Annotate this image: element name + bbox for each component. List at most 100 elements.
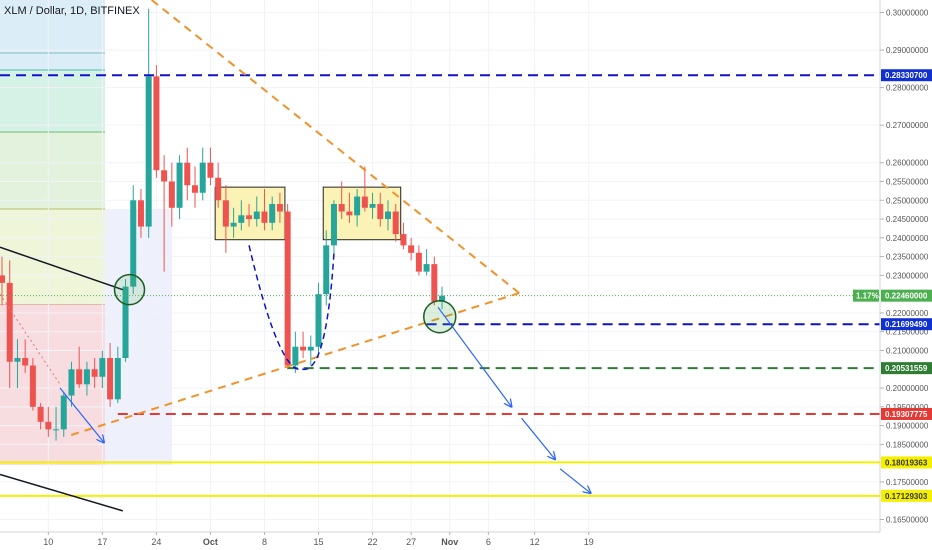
candle-up bbox=[423, 264, 430, 272]
price-badge-label: 0.20531559 bbox=[885, 364, 928, 373]
candle-down bbox=[222, 200, 229, 227]
price-badge-yellow bbox=[881, 489, 932, 502]
time-tick-label: 19 bbox=[584, 537, 594, 547]
price-tick-label: 0.30000000 bbox=[886, 9, 929, 18]
position-entry-line bbox=[0, 293, 61, 385]
price-axis[interactable]: 0.30000000 0.29000000 0.28000000 0.27000000… bbox=[853, 0, 932, 550]
price-badge-label: 0.21699490 bbox=[885, 320, 928, 329]
price-badge-green bbox=[881, 362, 932, 375]
time-tick-label: Oct bbox=[203, 537, 218, 547]
candle-down bbox=[246, 215, 253, 220]
candle-up bbox=[385, 211, 391, 220]
candle-up bbox=[238, 215, 245, 223]
price-tick-label: 0.21500000 bbox=[886, 328, 929, 337]
price-badge-blue bbox=[881, 318, 932, 331]
position-loss-zone bbox=[0, 305, 105, 465]
candle-down bbox=[192, 185, 198, 193]
fib-zone-1 bbox=[0, 0, 105, 70]
price-tick-label: 0.19000000 bbox=[886, 422, 929, 431]
candle-up bbox=[330, 204, 337, 246]
candle-down bbox=[284, 211, 291, 366]
price-badge-label: 0.18019363 bbox=[885, 458, 928, 467]
candle-up bbox=[99, 358, 106, 377]
candles-layer bbox=[0, 8, 446, 441]
candle-down bbox=[361, 196, 368, 208]
candle-down bbox=[0, 275, 5, 283]
candle-down bbox=[107, 358, 114, 400]
price-tick-label: 0.26000000 bbox=[886, 159, 929, 168]
price-tick-label: 0.25500000 bbox=[886, 178, 929, 187]
time-tick-label: 8 bbox=[262, 537, 267, 547]
price-tick-label: 0.28000000 bbox=[886, 84, 929, 93]
price-badge-label: 0.17129303 bbox=[885, 492, 928, 501]
time-tick-label: 17 bbox=[97, 537, 107, 547]
price-tick-label: 0.24500000 bbox=[886, 215, 929, 224]
price-tick-label: 0.16500000 bbox=[886, 515, 929, 524]
time-axis[interactable]: 10 17 24 Oct 8 15 22 27 Nov 6 12 19 bbox=[0, 531, 880, 550]
price-badge-label: 0.28330700 bbox=[885, 71, 928, 80]
candle-down bbox=[22, 358, 29, 366]
price-tick-label: 0.24000000 bbox=[886, 234, 929, 243]
fib-zone-3 bbox=[0, 132, 105, 209]
candle-up bbox=[292, 346, 299, 366]
time-tick-label: 22 bbox=[368, 537, 378, 547]
drawings-layer bbox=[0, 0, 880, 512]
candle-down bbox=[168, 181, 175, 208]
candle-down bbox=[215, 177, 222, 201]
price-tick-label: 0.23500000 bbox=[886, 253, 929, 262]
time-axis-bg bbox=[0, 532, 880, 550]
price-tick-label: 0.21000000 bbox=[886, 346, 929, 355]
candle-up bbox=[114, 358, 121, 400]
candle-down bbox=[338, 204, 345, 212]
time-tick-label: 15 bbox=[314, 537, 324, 547]
candle-up bbox=[439, 295, 446, 302]
candle-down bbox=[346, 211, 353, 216]
candle-down bbox=[415, 252, 422, 272]
breakdown-circle bbox=[423, 299, 457, 334]
candle-down bbox=[377, 204, 384, 220]
time-tick-label: 27 bbox=[406, 537, 416, 547]
price-tick-label: 0.29000000 bbox=[886, 46, 929, 55]
candle-up bbox=[60, 395, 67, 430]
candle-down bbox=[431, 264, 438, 302]
candle-up bbox=[269, 204, 276, 223]
percent-change-label: 1.17% bbox=[856, 292, 879, 301]
candle-down bbox=[76, 369, 83, 385]
candle-up bbox=[68, 369, 75, 396]
price-tick-label: 0.20000000 bbox=[886, 384, 929, 393]
price-tick-label: 0.17500000 bbox=[886, 478, 929, 487]
time-tick-label: 6 bbox=[486, 537, 491, 547]
price-badge-label: 0.19307775 bbox=[885, 410, 928, 419]
down-arrow-left bbox=[59, 387, 104, 442]
channel-lower-line bbox=[0, 473, 124, 512]
projection-arrow-1 bbox=[437, 306, 511, 407]
candle-up bbox=[307, 346, 314, 351]
price-tick-label: 0.25000000 bbox=[886, 196, 929, 205]
candle-down bbox=[153, 76, 160, 171]
price-tick-label: 0.18500000 bbox=[886, 440, 929, 449]
candle-down bbox=[184, 162, 191, 186]
breakout-circle bbox=[113, 273, 146, 306]
candle-down bbox=[276, 204, 283, 212]
cup-pattern-curve bbox=[248, 245, 335, 371]
position-range-zone bbox=[105, 209, 172, 465]
candle-up bbox=[83, 369, 90, 385]
triangle-upper-line bbox=[151, 0, 520, 294]
candle-down bbox=[137, 200, 144, 227]
candle-down bbox=[207, 162, 214, 178]
candle-up bbox=[14, 358, 21, 362]
percent-change-badge bbox=[853, 289, 879, 302]
candle-down bbox=[6, 282, 13, 362]
projection-arrow-2 bbox=[521, 417, 556, 459]
candle-up bbox=[145, 76, 152, 227]
price-tick-label: 0.19500000 bbox=[886, 403, 929, 412]
candle-up bbox=[176, 162, 183, 208]
candle-up bbox=[230, 222, 237, 227]
candle-up bbox=[53, 429, 60, 431]
candle-down bbox=[91, 369, 98, 377]
price-tick-label: 0.27000000 bbox=[886, 121, 929, 130]
candle-down bbox=[45, 421, 52, 430]
candle-down bbox=[37, 406, 44, 422]
time-tick-label: Nov bbox=[441, 537, 458, 547]
